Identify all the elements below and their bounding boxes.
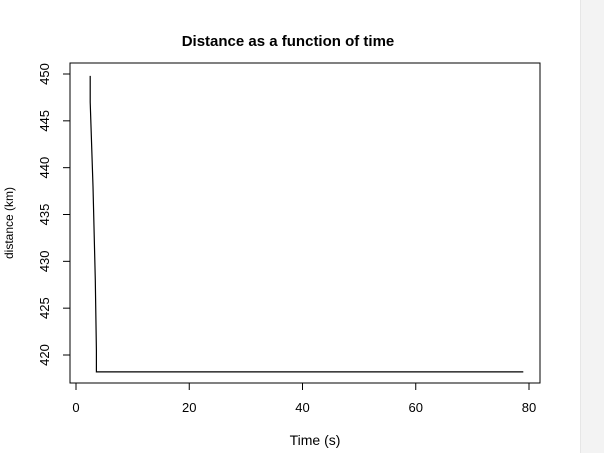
chart-title: Distance as a function of time — [182, 33, 395, 50]
plot-frame — [69, 62, 541, 384]
x-axis-label: Time (s) — [290, 432, 341, 448]
y-tick-label: 450 — [37, 63, 52, 85]
x-tick-label: 60 — [409, 400, 423, 415]
y-axis-label: distance (km) — [2, 187, 16, 259]
x-tick-label: 0 — [72, 400, 79, 415]
y-tick-label: 445 — [37, 110, 52, 132]
y-axis-ticks: 420 425 430 435 440 445 450 — [37, 63, 70, 366]
y-tick-label: 430 — [37, 250, 52, 272]
chart-area: Distance as a function of time 0 20 40 60 80… — [2, 33, 541, 448]
y-tick-label: 440 — [37, 157, 52, 179]
distance-time-chart: Distance as a function of time 0 20 40 60 80… — [2, 33, 541, 448]
distance-series-line — [89, 75, 524, 373]
x-tick-label: 20 — [182, 400, 196, 415]
y-tick-label: 425 — [37, 297, 52, 319]
scrollbar-track[interactable] — [580, 0, 604, 453]
x-tick-label: 80 — [522, 400, 536, 415]
x-axis-ticks: 0 20 40 60 80 — [72, 383, 536, 415]
y-tick-label: 420 — [37, 344, 52, 366]
y-tick-label: 435 — [37, 204, 52, 226]
x-tick-label: 40 — [295, 400, 309, 415]
